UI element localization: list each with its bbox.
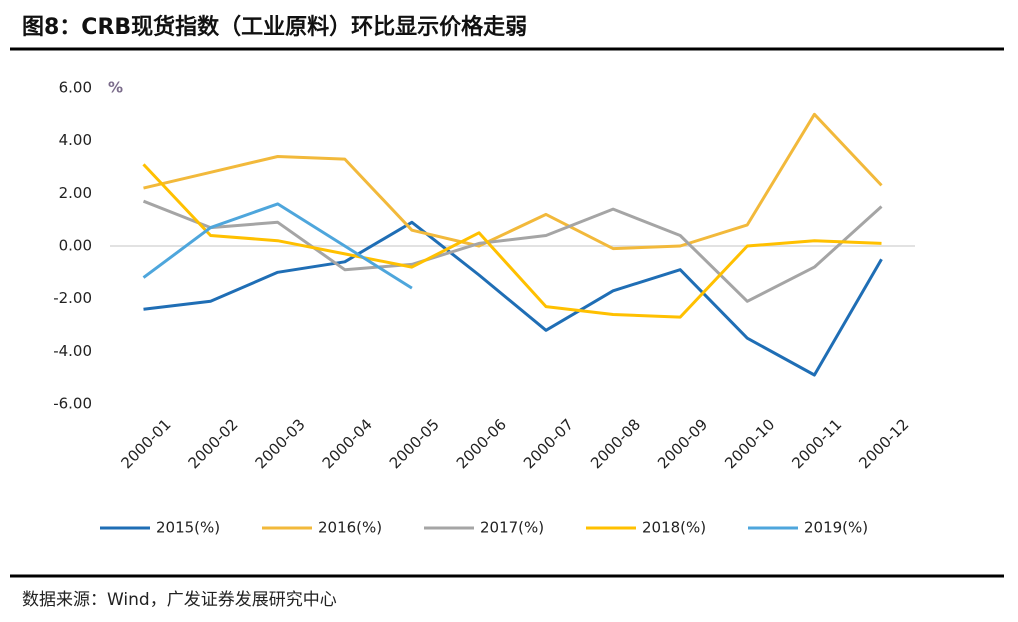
- legend-label: 2019(%): [804, 519, 868, 537]
- x-tick-label: 2000-05: [386, 415, 443, 472]
- legend-label: 2017(%): [480, 519, 544, 537]
- x-tick-label: 2000-12: [855, 415, 912, 472]
- y-unit: %: [108, 79, 123, 97]
- y-tick-label: -2.00: [53, 289, 92, 307]
- source: 数据来源：Wind，广发证券发展研究中心: [22, 590, 337, 610]
- chart-title: 图8：CRB现货指数（工业原料）环比显示价格走弱: [22, 14, 527, 40]
- y-tick-label: 2.00: [59, 184, 92, 202]
- y-tick-label: -6.00: [53, 395, 92, 413]
- legend-label: 2018(%): [642, 519, 706, 537]
- series-line: [143, 112, 883, 251]
- x-tick-label: 2000-02: [185, 415, 242, 472]
- y-tick-label: 4.00: [59, 131, 92, 149]
- x-tick-label: 2000-09: [654, 415, 711, 472]
- x-tick-label: 2000-07: [520, 415, 577, 472]
- x-tick-label: 2000-11: [788, 415, 845, 472]
- legend-label: 2016(%): [318, 519, 382, 537]
- x-tick-label: 2000-10: [721, 415, 778, 472]
- x-tick-label: 2000-01: [117, 415, 174, 472]
- y-tick-label: 0.00: [59, 237, 92, 255]
- y-tick-label: -4.00: [53, 342, 92, 360]
- x-tick-label: 2000-06: [453, 415, 510, 472]
- series-line: [142, 199, 883, 303]
- x-tick-label: 2000-04: [319, 415, 376, 472]
- series-line: [143, 220, 883, 377]
- y-tick-label: 6.00: [59, 79, 92, 97]
- legend-label: 2015(%): [156, 519, 220, 537]
- x-tick-label: 2000-03: [252, 415, 309, 472]
- x-tick-label: 2000-08: [587, 415, 644, 472]
- series-line: [142, 202, 413, 290]
- series-line: [142, 163, 882, 319]
